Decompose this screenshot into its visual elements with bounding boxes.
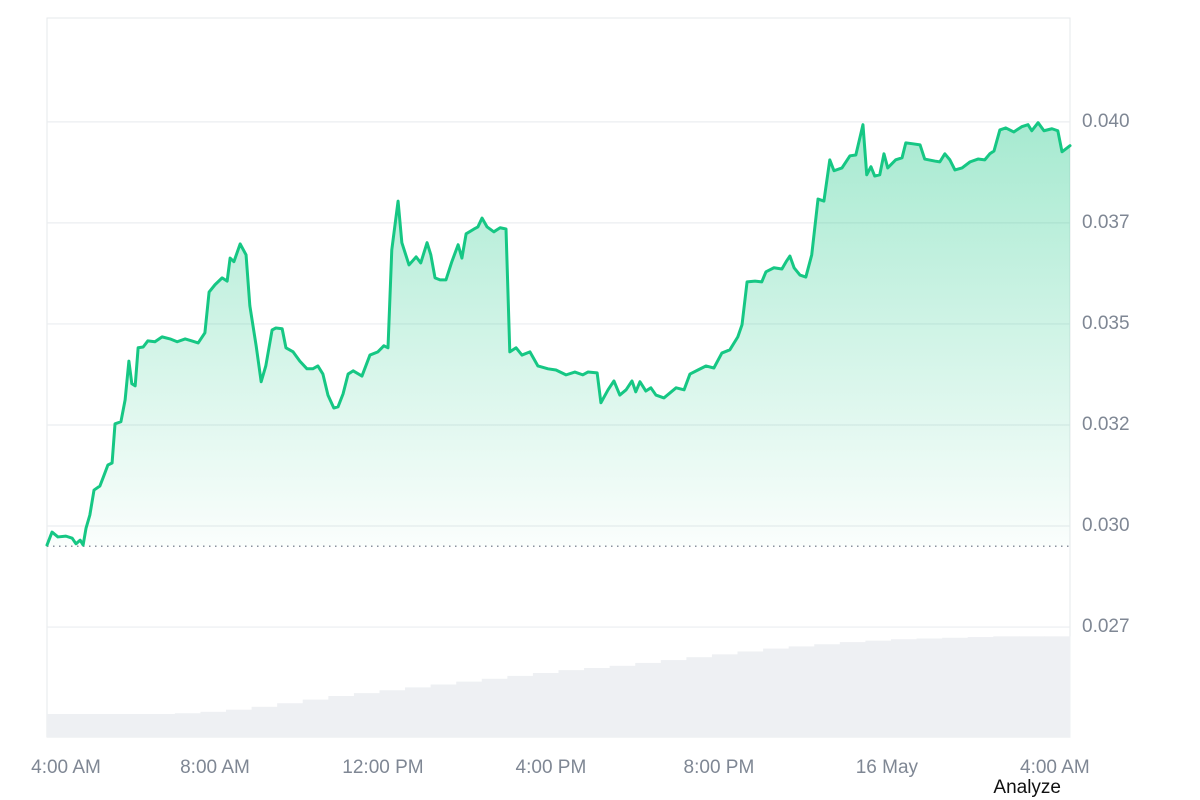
volume-bar [839, 642, 866, 737]
x-tick-label: 4:00 PM [516, 757, 587, 778]
volume-bar [226, 709, 253, 737]
volume-bar [430, 684, 457, 737]
volume-bar [660, 660, 687, 737]
volume-bar [507, 675, 534, 737]
volume-bar [584, 667, 611, 737]
volume-bar [890, 639, 918, 737]
volume-bar [353, 693, 380, 737]
x-tick-label: 12:00 PM [342, 757, 423, 778]
x-tick-label: 8:00 AM [180, 757, 250, 778]
y-tick-label: 0.027 [1082, 616, 1130, 637]
volume-bar [686, 657, 713, 737]
volume-bar [174, 713, 201, 737]
y-tick-label: 0.040 [1082, 111, 1130, 132]
volume-group [47, 636, 1071, 737]
volume-bar [379, 690, 406, 737]
price-line [45, 121, 1072, 547]
volume-bar [302, 699, 329, 737]
labels-group: 0.027 0.030 0.032 0.035 0.037 0.040 4:00 AM 8:0… [31, 111, 1129, 778]
volume-bar [328, 696, 355, 737]
volume-bar [456, 681, 483, 737]
volume-bar [123, 713, 150, 737]
volume-bar [763, 648, 790, 737]
volume-bar [942, 637, 969, 737]
y-tick-label: 0.032 [1082, 414, 1130, 435]
volume-bar [1018, 636, 1045, 737]
volume-bar [98, 713, 125, 737]
x-tick-label: 8:00 PM [684, 757, 755, 778]
x-tick-label: 16 May [856, 757, 919, 778]
volume-bar [558, 670, 585, 737]
volume-bar [635, 662, 662, 737]
volume-bar [200, 711, 227, 737]
price-area [47, 122, 1070, 547]
analyze-button[interactable]: Analyze [993, 777, 1061, 798]
volume-bar [277, 703, 304, 737]
volume-bar [1044, 636, 1071, 737]
volume-bar [865, 640, 892, 737]
volume-bar [532, 673, 559, 737]
volume-bar [72, 713, 99, 737]
y-tick-label: 0.030 [1082, 515, 1130, 536]
marks-group [45, 121, 1072, 547]
volume-bar [788, 646, 815, 737]
y-tick-label: 0.037 [1082, 212, 1130, 233]
volume-bar [149, 713, 176, 737]
volume-bar [711, 654, 739, 737]
volume-bar [993, 636, 1020, 737]
volume-bar [737, 651, 764, 737]
volume-bar [916, 638, 943, 737]
volume-bar [47, 713, 74, 737]
volume-bar [405, 687, 432, 737]
volume-bar [967, 637, 994, 737]
x-tick-label: 4:00 AM [1020, 757, 1090, 778]
volume-bar [251, 706, 278, 737]
x-tick-label: 4:00 AM [31, 757, 101, 778]
volume-bar [814, 644, 841, 737]
volume-bar [609, 665, 636, 737]
y-tick-label: 0.035 [1082, 313, 1130, 334]
volume-bar [481, 678, 508, 737]
